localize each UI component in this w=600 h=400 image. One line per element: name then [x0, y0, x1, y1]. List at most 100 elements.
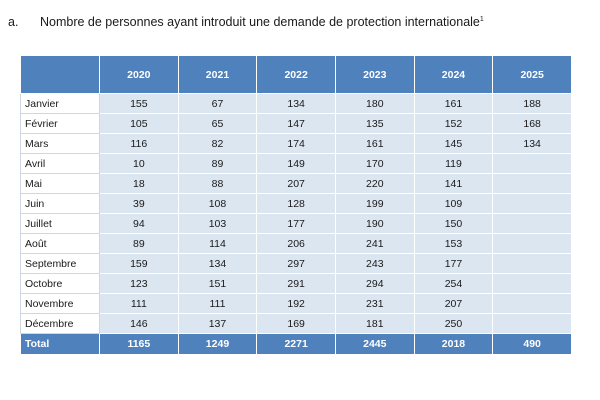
- value-cell: 169: [256, 313, 336, 334]
- value-cell: 116: [99, 133, 179, 154]
- total-value: 1249: [177, 333, 258, 355]
- value-cell: 141: [413, 173, 494, 194]
- value-cell: 123: [99, 273, 179, 294]
- month-label: Juin: [20, 193, 100, 214]
- month-label: Février: [20, 113, 100, 134]
- value-cell: 297: [256, 253, 336, 274]
- month-label: Octobre: [20, 273, 100, 294]
- table-row: Mai 18 88 207 220 141: [20, 173, 572, 194]
- value-cell: 188: [492, 93, 572, 114]
- value-cell: 207: [413, 293, 494, 314]
- value-cell: 180: [334, 93, 415, 114]
- value-cell: 128: [256, 193, 336, 214]
- table-row: Octobre 123 151 291 294 254: [20, 273, 572, 294]
- header-year: 2022: [256, 55, 336, 94]
- month-label: Août: [20, 233, 100, 254]
- total-row: Total 1165 1249 2271 2445 2018 490: [20, 333, 572, 355]
- value-cell: 103: [177, 213, 258, 234]
- value-cell: 67: [177, 93, 258, 114]
- value-cell: 150: [413, 213, 494, 234]
- value-cell: 220: [334, 173, 415, 194]
- value-cell: [492, 173, 572, 194]
- value-cell: 152: [413, 113, 494, 134]
- table-row: Août 89 114 206 241 153: [20, 233, 572, 254]
- month-label: Novembre: [20, 293, 100, 314]
- table-row: Décembre 146 137 169 181 250: [20, 313, 572, 334]
- value-cell: [492, 273, 572, 294]
- total-value: 1165: [99, 333, 179, 355]
- table-row: Septembre 159 134 297 243 177: [20, 253, 572, 274]
- value-cell: [492, 313, 572, 334]
- value-cell: 94: [99, 213, 179, 234]
- value-cell: [492, 293, 572, 314]
- asylum-requests-table: 2020 2021 2022 2023 2024 2025 Janvier 155…: [20, 55, 572, 355]
- heading-footnote-marker: 1: [479, 15, 484, 23]
- value-cell: 114: [177, 233, 258, 254]
- value-cell: 108: [177, 193, 258, 214]
- value-cell: 199: [334, 193, 415, 214]
- heading-text: Nombre de personnes ayant introduit une …: [40, 15, 480, 29]
- header-year: 2020: [99, 55, 179, 94]
- value-cell: 153: [413, 233, 494, 254]
- value-cell: 111: [99, 293, 179, 314]
- value-cell: 18: [99, 173, 179, 194]
- value-cell: 170: [334, 153, 415, 174]
- month-label: Janvier: [20, 93, 100, 114]
- value-cell: 161: [413, 93, 494, 114]
- value-cell: 145: [413, 133, 494, 154]
- value-cell: 174: [256, 133, 336, 154]
- value-cell: 111: [177, 293, 258, 314]
- value-cell: 134: [256, 93, 336, 114]
- value-cell: 134: [492, 133, 572, 154]
- heading-prefix: a.: [8, 15, 19, 29]
- month-label: Décembre: [20, 313, 100, 334]
- value-cell: 137: [177, 313, 258, 334]
- value-cell: 89: [99, 233, 179, 254]
- value-cell: 231: [334, 293, 415, 314]
- table-row: Juin 39 108 128 199 109: [20, 193, 572, 214]
- table-row: Février 105 65 147 135 152 168: [20, 113, 572, 134]
- table-heading: a. Nombre de personnes ayant introduit un…: [8, 15, 484, 29]
- value-cell: 294: [334, 273, 415, 294]
- table-row: Avril 10 89 149 170 119: [20, 153, 572, 174]
- value-cell: [492, 213, 572, 234]
- value-cell: 10: [99, 153, 179, 174]
- table-row: Novembre 111 111 192 231 207: [20, 293, 572, 314]
- value-cell: 291: [256, 273, 336, 294]
- header-year: 2023: [334, 55, 415, 94]
- value-cell: 181: [334, 313, 415, 334]
- month-label: Mars: [20, 133, 100, 154]
- value-cell: 39: [99, 193, 179, 214]
- value-cell: 254: [413, 273, 494, 294]
- value-cell: 206: [256, 233, 336, 254]
- value-cell: 250: [413, 313, 494, 334]
- month-label: Juillet: [20, 213, 100, 234]
- value-cell: 243: [334, 253, 415, 274]
- value-cell: 190: [334, 213, 415, 234]
- header-year: 2024: [413, 55, 494, 94]
- table-row: Mars 116 82 174 161 145 134: [20, 133, 572, 154]
- month-label: Septembre: [20, 253, 100, 274]
- value-cell: 105: [99, 113, 179, 134]
- total-value: 2445: [334, 333, 415, 355]
- value-cell: 65: [177, 113, 258, 134]
- value-cell: 161: [334, 133, 415, 154]
- header-row: 2020 2021 2022 2023 2024 2025: [20, 55, 572, 94]
- header-year: 2021: [177, 55, 258, 94]
- header-year: 2025: [492, 55, 572, 94]
- value-cell: 241: [334, 233, 415, 254]
- value-cell: 177: [256, 213, 336, 234]
- total-value: 2271: [256, 333, 336, 355]
- table-row: Janvier 155 67 134 180 161 188: [20, 93, 572, 114]
- value-cell: 149: [256, 153, 336, 174]
- month-label: Avril: [20, 153, 100, 174]
- value-cell: 82: [177, 133, 258, 154]
- value-cell: 155: [99, 93, 179, 114]
- value-cell: 89: [177, 153, 258, 174]
- value-cell: 168: [492, 113, 572, 134]
- total-label: Total: [20, 333, 100, 355]
- value-cell: 207: [256, 173, 336, 194]
- value-cell: 147: [256, 113, 336, 134]
- value-cell: 135: [334, 113, 415, 134]
- value-cell: [492, 153, 572, 174]
